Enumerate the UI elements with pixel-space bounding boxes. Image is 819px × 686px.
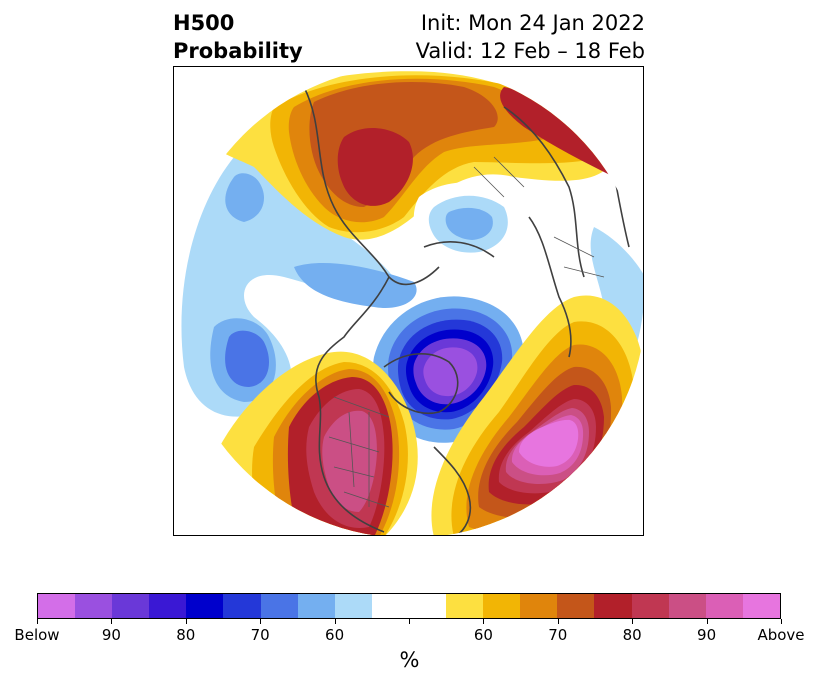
colorbar-segment: [520, 594, 558, 618]
colorbar-tick-label: 90: [697, 626, 717, 644]
below-normal-north-pacific: [181, 157, 417, 417]
colorbar-segment: [38, 594, 76, 618]
colorbar-segment: [631, 594, 669, 618]
colorbar-tick-mark: [557, 619, 559, 624]
colorbar-segment: [334, 594, 372, 618]
colorbar-tick-mark: [632, 619, 634, 624]
colorbar-segment: [112, 594, 150, 618]
above-normal-siberia: [204, 71, 638, 240]
colorbar-tick-label: 90: [101, 626, 121, 644]
map-svg: [174, 67, 643, 535]
colorbar-tick-label: 60: [473, 626, 493, 644]
colorbar-segment: [371, 594, 409, 618]
colorbar-tick-labels: Below 90 80 70 60 60 70 80 90 Above: [14, 626, 804, 646]
borders: [328, 156, 605, 508]
colorbar-tick-mark: [37, 619, 38, 624]
init-date: Init: Mon 24 Jan 2022: [420, 11, 645, 35]
title-type: Probability: [173, 39, 303, 63]
colorbar-tick-mark: [483, 619, 485, 624]
colorbar: [37, 593, 781, 619]
title-variable: H500: [173, 11, 235, 35]
colorbar-tick-mark: [706, 619, 708, 624]
colorbar-tick-label: 60: [325, 626, 345, 644]
colorbar-segment: [705, 594, 743, 618]
chart-title-right: Init: Mon 24 Jan 2022 Valid: 12 Feb – 18…: [416, 9, 645, 65]
colorbar-tick-label: 80: [176, 626, 196, 644]
colorbar-tick-mark: [111, 619, 113, 624]
colorbar-tick-mark: [781, 619, 782, 624]
colorbar-segment: [260, 594, 298, 618]
valid-range: Valid: 12 Feb – 18 Feb: [415, 39, 645, 63]
colorbar-tick-label: 70: [548, 626, 568, 644]
chart-title-left: H500 Probability: [173, 9, 303, 65]
colorbar-segment: [742, 594, 780, 618]
colorbar-tick-label: 80: [622, 626, 642, 644]
colorbar-segment: [557, 594, 595, 618]
colorbar-segment: [446, 594, 484, 618]
colorbar-segment: [186, 594, 224, 618]
colorbar-tick-label: 70: [250, 626, 270, 644]
colorbar-segment: [149, 594, 187, 618]
colorbar-segment: [408, 594, 447, 618]
below-normal-hudson-bay-eastern-canada: [373, 296, 524, 443]
coastlines: [303, 86, 630, 535]
colorbar-segment: [297, 594, 335, 618]
colorbar-tick-label: Below: [14, 626, 60, 644]
probability-map: [173, 66, 644, 536]
colorbar-segment: [594, 594, 632, 618]
colorbar-tick-mark: [185, 619, 187, 624]
colorbar-segment: [75, 594, 113, 618]
colorbar-tick-mark: [260, 619, 262, 624]
colorbar-unit-label: %: [399, 648, 420, 672]
colorbar-tick-mark: [334, 619, 336, 624]
colorbar-segment: [483, 594, 521, 618]
colorbar-segment: [223, 594, 261, 618]
colorbar-tick-mark: [409, 619, 410, 624]
colorbar-tick-label: Above: [757, 626, 805, 644]
colorbar-segment: [668, 594, 706, 618]
